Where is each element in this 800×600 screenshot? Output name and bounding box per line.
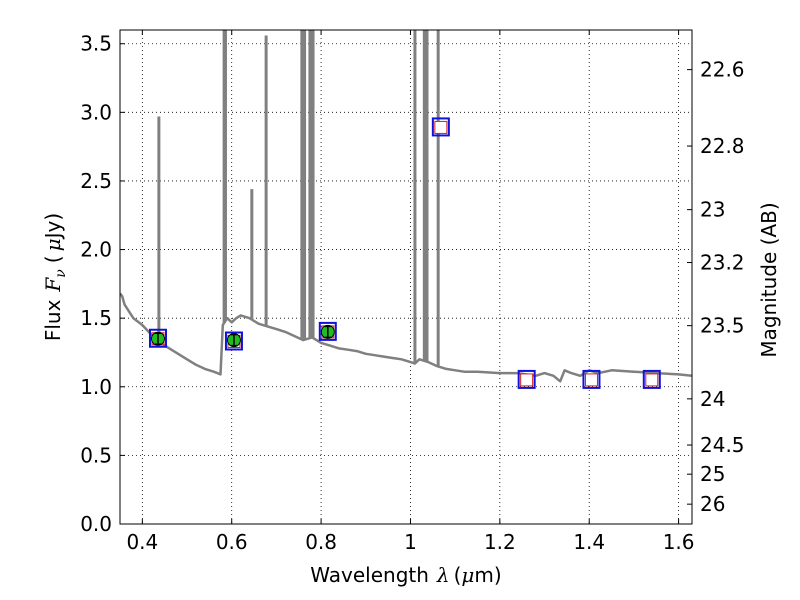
model-photometry-outer-marker [148,328,167,348]
model-photometry-marker [645,373,659,387]
x-tick-label: 1 [404,530,417,554]
model-photometry-marker [434,120,448,134]
y2-tick-label: 22.6 [700,58,745,82]
y-axis: 0.0 0.5 1.0 1.5 2.0 2.5 3.0 3.5 [80,32,125,536]
y2-tick-label: 23 [700,198,725,222]
y2-axis-title: Magnitude (AB) [757,202,781,357]
model-spectrum-line [120,292,692,383]
model-photometry-outer-marker [224,331,243,351]
grid [120,30,692,524]
model-photometry-outer-marker [318,321,337,341]
x-axis: 0.4 0.6 0.8 1 1.2 1.4 1.6 [126,30,695,554]
y2-tick-label: 26 [700,492,725,516]
y-tick-label: 1.5 [80,306,112,330]
model-photometry-marker [584,373,598,387]
plot-frame [119,29,693,525]
y-tick-label: 2.5 [80,169,112,193]
x-tick-label: 0.4 [126,530,158,554]
y2-axis: 22.6 22.8 23 23.2 23.5 24 24.5 25 26 [687,58,745,516]
y-tick-label: 1.0 [80,375,112,399]
model-photometry-outer-marker [517,369,536,389]
model-photometry-outer-marker [431,117,450,137]
x-tick-label: 0.8 [305,530,337,554]
x-tick-label: 1.4 [573,530,605,554]
y-tick-label: 0.5 [80,443,112,467]
y-tick-label: 0.0 [80,512,112,536]
x-tick-label: 1.2 [484,530,516,554]
model-photometry-outer-marker [642,369,661,389]
model-photometry-outer-marker [582,369,601,389]
model-photometry-marker [520,373,534,387]
x-axis-title: Wavelength λ (μm) [310,563,501,587]
y-axis-title: FluxFν(μJy) [41,213,69,341]
plot-content [120,30,692,389]
y2-tick-label: 24 [700,387,725,411]
y2-tick-label: 23.5 [700,314,745,338]
y-tick-label: 3.5 [80,32,112,56]
y-tick-label: 2.0 [80,238,112,262]
y-tick-label: 3.0 [80,100,112,124]
y2-tick-label: 22.8 [700,134,745,158]
y2-tick-label: 24.5 [700,433,745,457]
y2-tick-label: 23.2 [700,251,745,275]
plot-area [120,30,692,389]
x-tick-label: 0.6 [216,530,248,554]
x-tick-label: 1.6 [663,530,695,554]
y2-tick-label: 25 [700,462,725,486]
